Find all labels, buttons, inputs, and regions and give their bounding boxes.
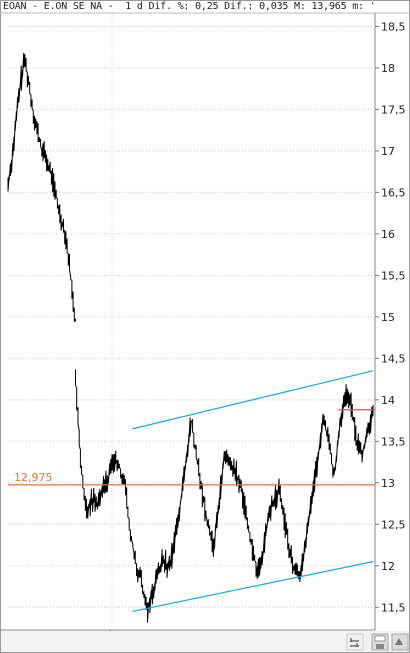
y-tick-label: 18,5 (381, 20, 406, 33)
price-series (7, 52, 374, 623)
trend-channel (132, 370, 374, 612)
status-bar (1, 631, 409, 652)
save-icon[interactable] (371, 633, 389, 651)
price-line (75, 369, 374, 623)
chart-type-icon[interactable] (346, 633, 364, 651)
y-tick-label: 15 (381, 311, 395, 324)
y-tick-label: 18 (381, 62, 395, 75)
y-tick-label: 17 (381, 145, 395, 158)
y-tick-label: 14 (381, 394, 395, 407)
y-tick-label: 12 (381, 560, 395, 573)
y-tick-label: 15,5 (381, 269, 406, 282)
y-tick-label: 16 (381, 228, 395, 241)
y-tick-label: 16,5 (381, 186, 406, 199)
y-axis: 18,5 18 17,5 17 16,5 16 15,5 15 14,5 14 13,5 13 12,5… (375, 20, 406, 614)
instrument-header: EOAN - E.ON SE NA - 1 d Dif. %: 0,25 Dif… (3, 1, 376, 12)
y-tick-label: 13,5 (381, 435, 406, 448)
y-tick-label: 17,5 (381, 103, 406, 116)
settings-icon[interactable] (391, 633, 409, 651)
y-tick-label: 13 (381, 477, 395, 490)
trend-line (132, 370, 374, 430)
gridlines (8, 14, 375, 630)
y-tick-label: 11,5 (381, 601, 406, 614)
y-tick-label: 12,5 (381, 518, 406, 531)
price-levels: 12,975 (8, 409, 375, 486)
y-tick-label: 14,5 (381, 352, 406, 365)
trend-line (132, 561, 374, 612)
price-line (7, 52, 76, 322)
level-label: 12,975 (14, 471, 53, 484)
